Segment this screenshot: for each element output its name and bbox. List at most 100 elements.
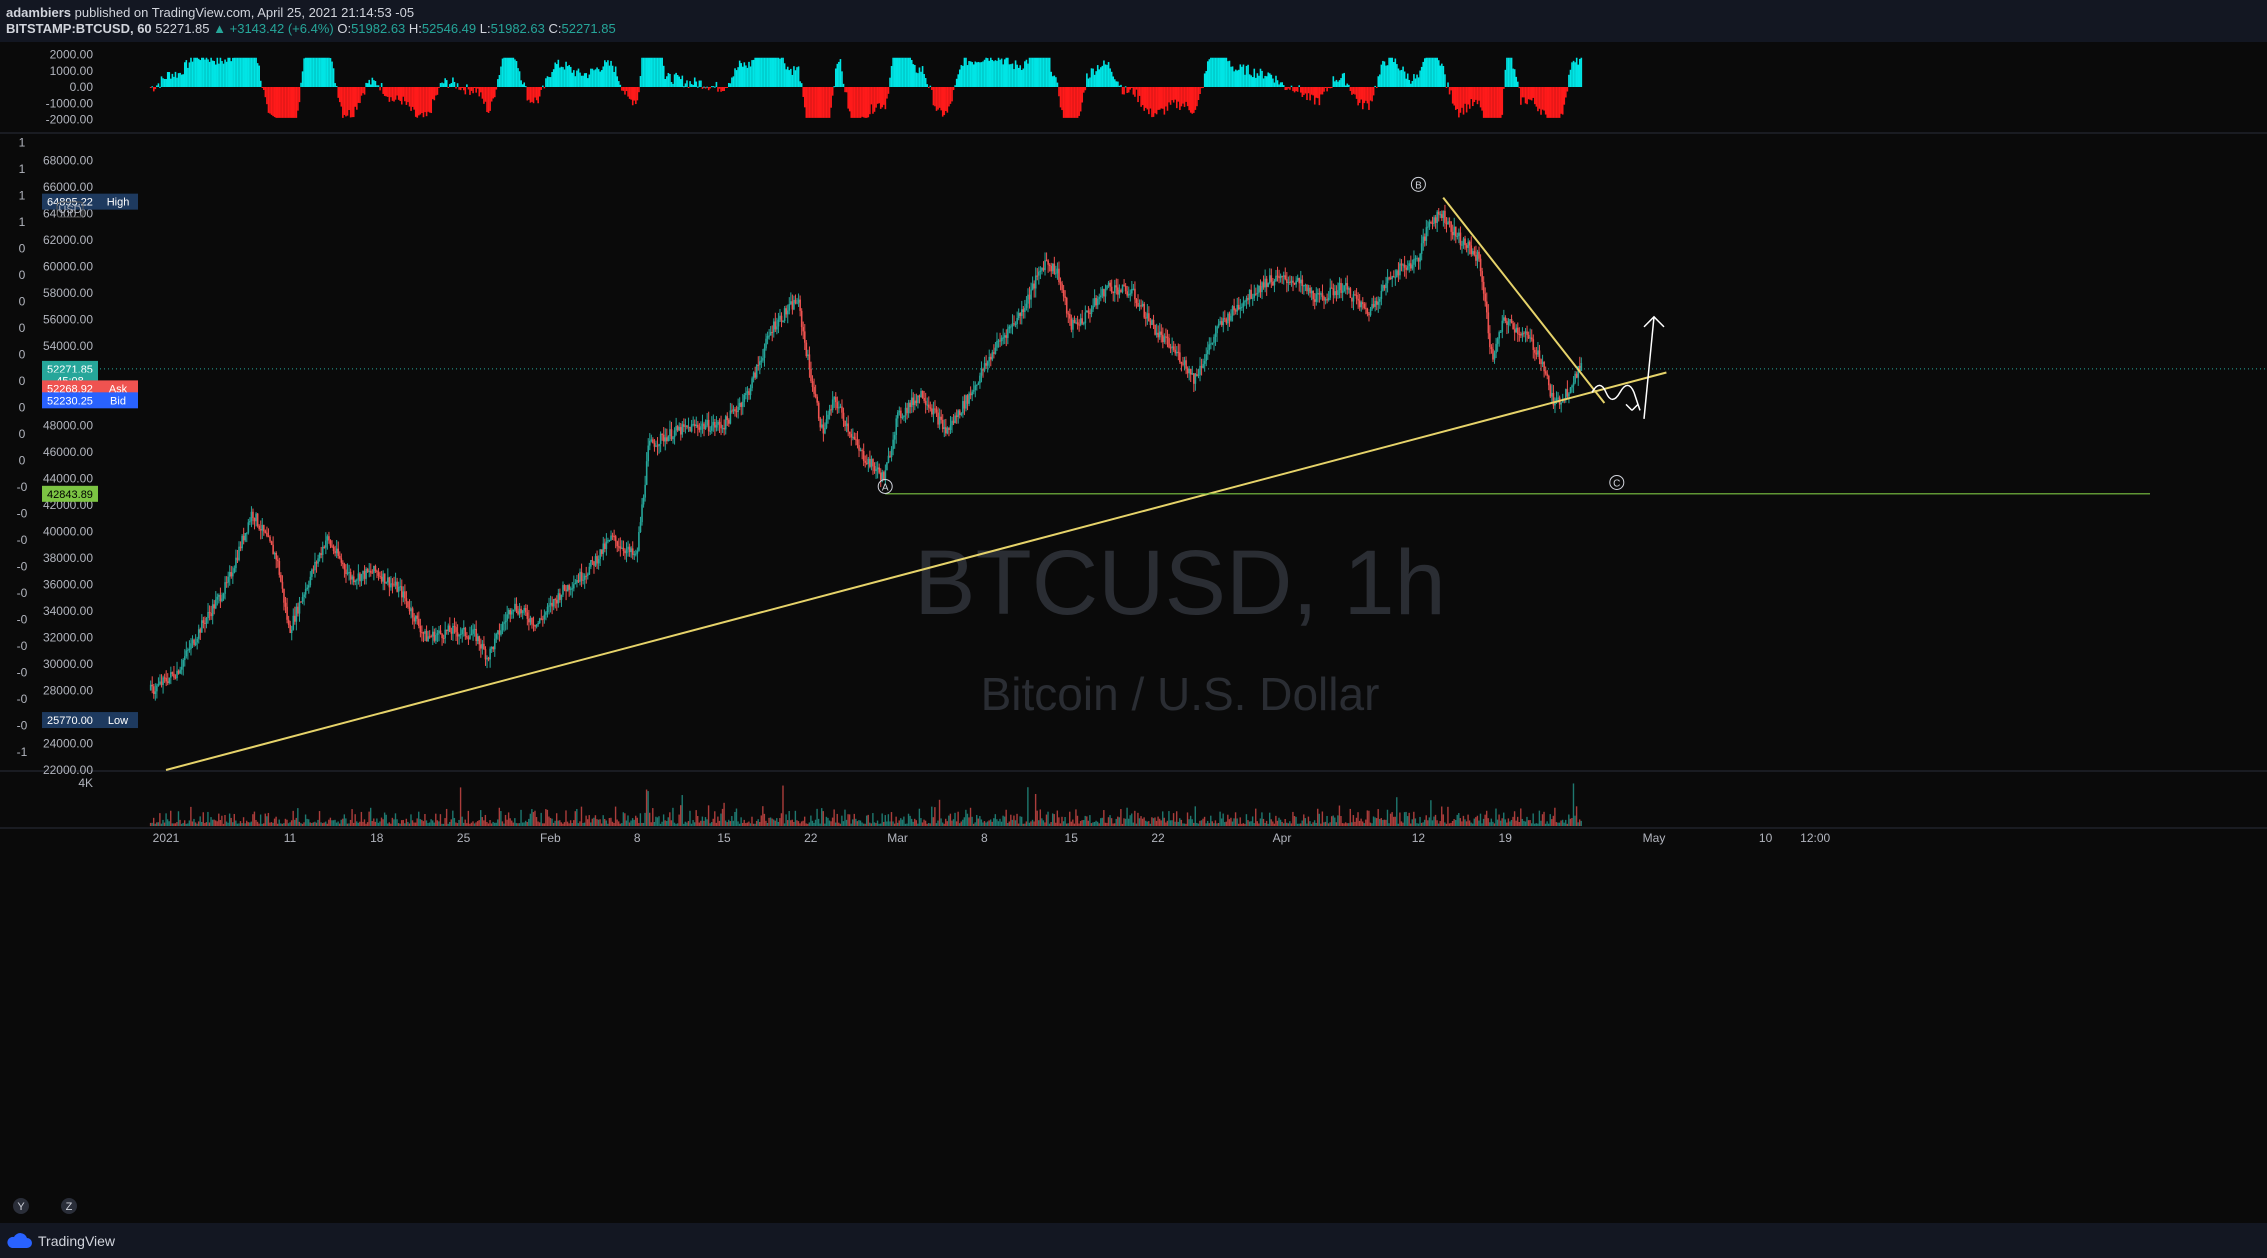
chart-area[interactable]: BTCUSD, 1h Bitcoin / U.S. Dollar 2000.00… — [0, 42, 2267, 1223]
osc-bar — [1444, 74, 1446, 87]
osc-bar — [1104, 64, 1107, 87]
candle-body — [1233, 306, 1235, 311]
volume-bar — [382, 819, 384, 826]
osc-bar — [1075, 87, 1077, 118]
goto-button[interactable] — [13, 1198, 29, 1214]
osc-bar — [1382, 60, 1384, 87]
ascending-trendline[interactable] — [165, 371, 1667, 771]
osc-bar — [982, 61, 984, 87]
volume-bar — [1385, 819, 1387, 826]
candle-body — [580, 571, 583, 581]
candle-body — [298, 601, 301, 614]
osc-bar — [1120, 84, 1122, 87]
tradingview-logo[interactable]: TradingView — [6, 1230, 115, 1252]
volume-bar — [1210, 815, 1212, 826]
volume-bar — [1456, 814, 1458, 826]
osc-bar — [1082, 87, 1085, 93]
osc-bar — [669, 73, 671, 87]
volume-bar — [960, 821, 962, 826]
osc-bar — [1179, 87, 1181, 110]
volume-bar — [1152, 818, 1155, 826]
osc-bar — [377, 85, 380, 87]
volume-bar — [1399, 812, 1401, 826]
candle-body — [994, 347, 997, 354]
osc-bar — [1044, 57, 1046, 87]
volume-bar — [670, 820, 673, 826]
volume-bar — [1309, 821, 1311, 826]
osc-bar — [1233, 71, 1235, 87]
osc-bar — [1259, 68, 1262, 87]
symbol-label[interactable]: BITSTAMP:BTCUSD, 60 — [6, 21, 152, 36]
osc-bar — [582, 75, 584, 87]
osc-bar — [1571, 62, 1573, 87]
volume-bar — [666, 821, 668, 826]
candle-body — [176, 670, 178, 679]
osc-bar — [1535, 87, 1538, 107]
osc-bar — [1191, 87, 1194, 114]
volume-bar — [1270, 819, 1272, 826]
candle-body — [555, 599, 558, 604]
author-name[interactable]: adambiers — [6, 5, 72, 20]
candle-body — [1520, 334, 1522, 336]
osc-bar — [549, 77, 552, 87]
osc-bar — [1434, 57, 1437, 87]
osc-bar — [318, 57, 321, 87]
candle-body — [436, 633, 439, 636]
zoom-button[interactable] — [61, 1198, 77, 1214]
volume-bar — [303, 822, 305, 826]
volume-bar — [458, 819, 460, 826]
candle-body — [1227, 313, 1229, 324]
volume-bar — [1529, 820, 1531, 826]
osc-bar — [1152, 87, 1155, 117]
high-label-text: H: — [408, 21, 422, 36]
osc-bar — [867, 87, 870, 118]
volume-bar — [1259, 818, 1262, 826]
volume-bar — [1115, 818, 1117, 826]
volume-bar — [1174, 821, 1176, 826]
volume-bar — [290, 820, 293, 826]
osc-bar — [1578, 58, 1581, 87]
volume-bar — [1538, 810, 1541, 826]
osc-bar — [503, 57, 505, 87]
candle-body — [1185, 360, 1187, 369]
volume-bar — [1262, 818, 1265, 826]
candle-body — [573, 584, 575, 589]
osc-bar — [717, 87, 719, 92]
publish-text: published on TradingView.com, April 25, … — [71, 5, 415, 20]
descending-trendline[interactable] — [1442, 196, 1606, 404]
candle-body — [1135, 299, 1138, 303]
currency-badge[interactable] — [56, 201, 84, 218]
candle-body — [1070, 318, 1073, 330]
volume-bar — [1534, 823, 1536, 826]
volume-bar — [397, 823, 400, 826]
volume-bar — [1419, 816, 1421, 826]
volume-bar — [1363, 823, 1365, 826]
osc-bar — [1520, 87, 1522, 105]
osc-bar — [1034, 57, 1037, 87]
candle-body — [604, 543, 606, 549]
candle-body — [345, 569, 347, 574]
zoom-button-label: Z — [66, 1201, 73, 1213]
candle-body — [1456, 235, 1459, 237]
candle-body — [895, 418, 898, 435]
osc-bar — [1419, 70, 1421, 87]
candle-body — [273, 552, 276, 555]
candle-body — [838, 407, 840, 409]
candle-body — [1106, 285, 1108, 290]
volume-bar — [1203, 816, 1206, 826]
candle-body — [568, 585, 570, 590]
candle-body — [923, 398, 925, 401]
volume-bar — [760, 815, 762, 826]
volume-bar — [393, 819, 395, 826]
candle-body — [1363, 304, 1366, 308]
osc-bar — [1501, 87, 1504, 115]
candle-body — [1231, 306, 1234, 316]
osc-bar — [197, 58, 200, 87]
volume-bar — [235, 820, 237, 826]
osc-bar — [954, 85, 956, 87]
osc-bar — [931, 87, 933, 90]
candle-body — [1377, 301, 1380, 305]
candle-body — [569, 588, 572, 590]
candle-body — [833, 397, 836, 400]
chart-canvas[interactable]: BTCUSD, 1h Bitcoin / U.S. Dollar 2000.00… — [0, 42, 2267, 1223]
